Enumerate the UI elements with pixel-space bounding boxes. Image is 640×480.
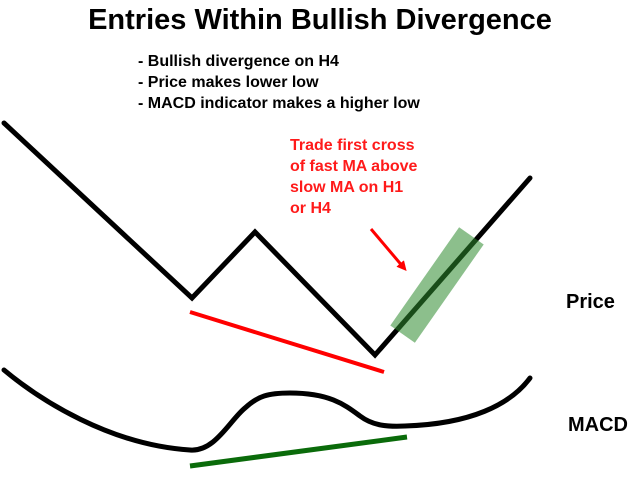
entry-zone xyxy=(390,227,484,343)
bullet-item: - Price makes lower low xyxy=(138,74,319,91)
annotation-arrow xyxy=(369,228,407,272)
diagram-title: Entries Within Bullish Divergence xyxy=(88,4,552,36)
annotation-line: slow MA on H1 xyxy=(290,179,404,196)
bullet-item: - Bullish divergence on H4 xyxy=(138,53,339,70)
price-panel-label: Price xyxy=(566,291,615,313)
bullet-list: - Bullish divergence on H4 - Price makes… xyxy=(138,51,420,114)
bullet-item: - MACD indicator makes a higher low xyxy=(138,95,420,112)
annotation-line: or H4 xyxy=(290,200,331,217)
annotation-line: of fast MA above xyxy=(290,158,418,175)
macd-divergence-line xyxy=(189,434,408,469)
price-divergence-line xyxy=(189,310,385,374)
trade-annotation: Trade first cross of fast MA above slow … xyxy=(290,135,417,219)
annotation-line: Trade first cross xyxy=(290,137,415,154)
macd-panel-label: MACD xyxy=(568,414,628,436)
macd-line xyxy=(1,367,533,453)
